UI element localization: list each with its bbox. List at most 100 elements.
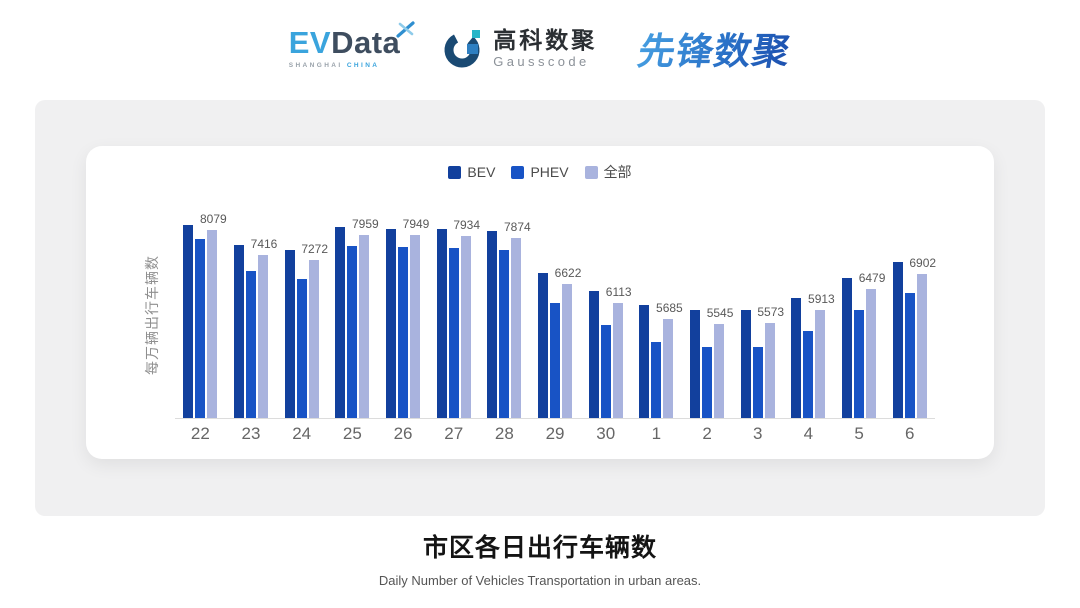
bar-all [815,310,826,418]
bar-bev [487,231,498,418]
bar-value-label: 7949 [402,217,430,231]
chart-subtitle: Daily Number of Vehicles Transportation … [378,573,702,588]
bar-bev [335,227,346,418]
bar-phev [499,250,510,418]
bar-value-label: 5573 [757,305,785,319]
bar-group-6: 6902 [884,256,936,418]
bar-group-1: 5685 [631,301,683,418]
bar-groups: 8079 7416 7272 7959 7949 7934 7874 6622 6113 5685… [175,211,936,418]
gausscode-logo: 高科数聚 Gausscode [442,27,597,69]
evdata-subtext: SHANGHAI CHINA [289,62,401,70]
chart-legend: BEV PHEV 全部 [86,162,994,182]
header-logo-bar: EVData SHANGHAI CHINA 高科数聚 Gausscode [0,0,1080,96]
x-tick-label: 5 [854,424,864,443]
bar-phev [195,239,206,418]
x-tick-label: 4 [803,424,814,443]
bar-group-3: 5573 [732,305,784,418]
bar-all [207,230,218,418]
bar-bev [842,278,853,418]
bar-group-4: 5913 [783,292,835,418]
bar-value-label: 7959 [351,217,379,231]
evdata-data-text: Data [331,24,401,60]
evdata-ev-text: EV [288,24,332,60]
x-axis-labels: 22 23 24 25 26 27 28 29 30 1 2 3 4 5 6 [175,424,935,444]
bar-value-label: 7416 [250,237,278,251]
y-axis-title-wrap: 每万辆出行车辆数 [132,211,172,418]
bar-all [714,324,725,418]
bar-phev [448,248,459,418]
x-tick-label: 27 [444,424,464,443]
bar-group-2: 5545 [682,306,733,418]
x-tick-label: 1 [651,424,662,443]
footer: 市区各日出行车辆数 Daily Number of Vehicles Trans… [0,528,1080,588]
evdata-wordmark: EVData [288,21,415,60]
x-tick-label: 25 [342,424,362,443]
x-tick-label: 30 [596,424,616,443]
bar-group-24: 7272 [276,242,328,418]
bar-bev [386,229,397,418]
evdata-star-icon [396,21,415,38]
bar-bev [183,225,194,418]
bar-value-label: 5913 [808,292,835,306]
bar-phev [854,310,865,418]
bar-group-27: 7934 [428,218,480,418]
bar-bev [791,298,802,418]
bar-value-label: 7874 [504,220,531,234]
bar-phev [600,325,611,418]
bar-group-23: 7416 [226,237,277,418]
bar-value-label: 6902 [909,256,937,270]
gausscode-cn: 高科数聚 [493,26,598,53]
x-tick-label: 2 [702,424,712,443]
bar-all [258,255,268,418]
chart-card: BEV PHEV 全部 每万辆出行车辆数 8079 7416 7272 7959 7949 7… [86,146,994,459]
x-tick-label: 29 [545,424,565,443]
bar-bev [284,250,295,418]
evdata-logo: EVData SHANGHAI CHINA [288,21,415,70]
bar-value-label: 5545 [706,306,734,320]
x-tick-label: 6 [905,424,915,443]
bar-bev [892,262,903,418]
bar-phev [651,342,662,418]
chart-title: 市区各日出行车辆数 [422,534,657,562]
bar-all [410,235,421,418]
bar-all [612,303,623,418]
legend-swatch-bev [448,165,462,179]
legend-label-all: 全部 [603,164,632,180]
bar-value-label: 6113 [605,285,632,299]
bar-value-label: 5685 [656,301,683,315]
bar-all [359,235,370,418]
gausscode-text: 高科数聚 Gausscode [493,26,598,69]
bar-phev [752,347,763,418]
bar-all [511,238,522,418]
x-tick-label: 23 [241,424,261,443]
bar-value-label: 6622 [554,266,582,280]
bar-bev [436,229,447,418]
bar-all [562,284,573,418]
bar-group-25: 7959 [327,217,379,418]
gausscode-en: Gausscode [493,53,590,69]
bar-group-29: 6622 [530,266,581,418]
bar-group-5: 6479 [834,271,885,418]
bar-bev [588,291,599,418]
bar-bev [234,245,244,418]
bar-bev [538,273,549,418]
legend-item-phev[interactable]: PHEV [511,162,569,182]
bar-all [663,319,674,418]
legend-item-bev[interactable]: BEV [448,162,495,182]
legend-item-all[interactable]: 全部 [584,162,632,182]
pioneer-logo: 先锋数聚 [635,21,797,75]
x-tick-label: 22 [190,424,210,443]
x-tick-label: 26 [393,424,413,443]
x-tick-label: 28 [494,424,514,443]
bar-bev [740,310,751,418]
legend-label-phev: PHEV [530,164,569,180]
gausscode-g-icon [444,30,481,68]
bar-all [460,236,471,418]
bar-phev [702,347,713,418]
plot-area: 8079 7416 7272 7959 7949 7934 7874 6622 6113 5685… [175,211,936,419]
bar-all [866,289,877,418]
x-tick-label: 3 [752,424,763,443]
bar-all [916,274,927,418]
bar-phev [550,303,561,418]
